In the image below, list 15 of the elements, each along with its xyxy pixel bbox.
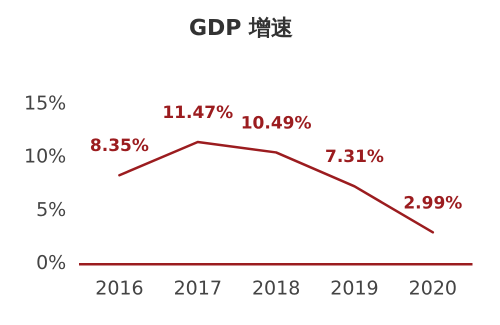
x-tick-label: 2019 <box>330 278 379 300</box>
x-tick-label: 2020 <box>408 278 458 300</box>
x-tick-label: 2017 <box>174 278 222 300</box>
y-tick-label: 0% <box>36 252 66 274</box>
data-label: 11.47% <box>162 102 234 123</box>
x-tick-label: 2016 <box>95 278 144 300</box>
y-tick-label: 10% <box>24 146 66 168</box>
y-tick-label: 15% <box>24 92 66 114</box>
chart-title: GDP 增速 <box>188 16 294 41</box>
y-tick-label: 5% <box>36 198 66 221</box>
data-label: 7.31% <box>324 147 384 168</box>
data-label: 8.35% <box>90 136 149 156</box>
data-label: 2.99% <box>403 193 462 214</box>
x-tick-label: 2018 <box>252 278 300 300</box>
data-label: 10.49% <box>240 113 312 134</box>
